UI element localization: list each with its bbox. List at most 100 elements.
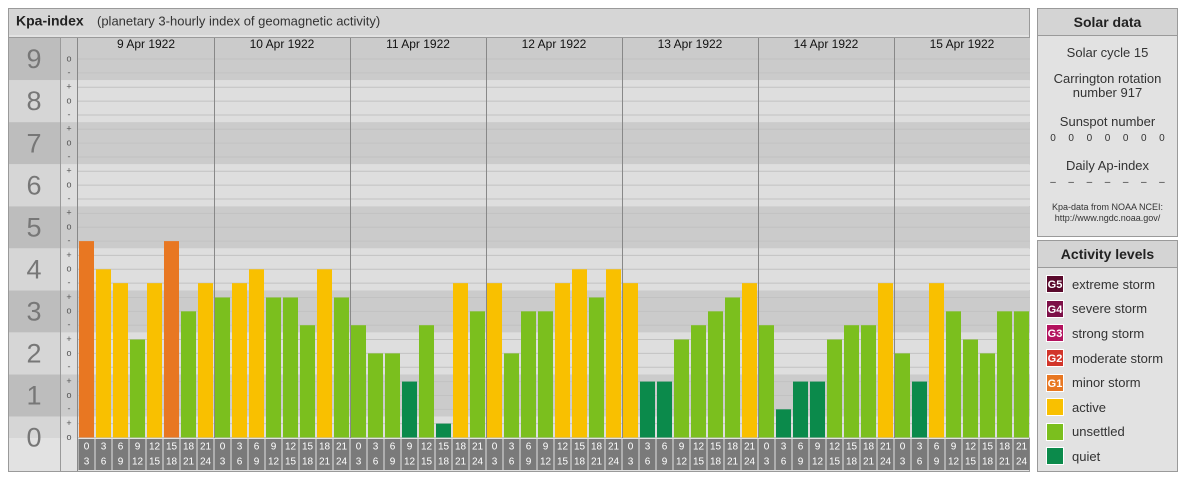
minor-band xyxy=(60,164,78,207)
hour-start: 12 xyxy=(149,442,161,453)
hour-start: 6 xyxy=(526,442,532,453)
legend-label: unsettled xyxy=(1072,424,1125,440)
minor-tick-label: o xyxy=(66,95,71,105)
hour-box xyxy=(622,439,639,470)
bar xyxy=(232,283,247,438)
hour-box xyxy=(452,439,469,470)
hour-box xyxy=(588,439,605,470)
label-band xyxy=(9,416,60,438)
bar xyxy=(759,325,774,438)
hour-end: 18 xyxy=(846,457,858,468)
hour-end: 12 xyxy=(948,457,960,468)
hour-end: 24 xyxy=(608,457,620,468)
hour-end: 18 xyxy=(574,457,586,468)
hour-start: 18 xyxy=(455,442,467,453)
hour-box xyxy=(486,439,503,470)
minor-tick-label: o xyxy=(66,306,71,316)
carrington: Carrington rotation number 917 xyxy=(1053,71,1162,100)
sunspot-label: Sunspot number xyxy=(1059,114,1156,129)
sunspot-number: 0 xyxy=(1068,133,1074,144)
bar xyxy=(946,311,961,438)
hour-box xyxy=(95,439,112,470)
hour-box xyxy=(112,439,129,470)
legend-swatch: G4 xyxy=(1046,299,1064,318)
bar xyxy=(844,325,859,438)
minor-tick-label: + xyxy=(66,82,71,92)
hour-box xyxy=(894,439,911,470)
hour-box xyxy=(282,439,299,470)
hour-start: 0 xyxy=(220,442,226,453)
hour-start: 9 xyxy=(815,442,821,453)
bar xyxy=(810,381,825,438)
hour-box xyxy=(401,439,418,470)
hour-end: 21 xyxy=(999,457,1011,468)
day-label: 12 Apr 1922 xyxy=(522,37,587,51)
hour-box xyxy=(979,439,996,470)
hour-box xyxy=(231,439,248,470)
legend-swatch xyxy=(1046,422,1064,441)
legend: G5 extreme storm G4 severe storm G3 strong st… xyxy=(1038,268,1177,469)
bar xyxy=(1014,311,1029,438)
legend-swatch xyxy=(1046,447,1064,466)
hour-end: 3 xyxy=(628,457,634,468)
hour-box xyxy=(809,439,826,470)
bar xyxy=(708,311,723,438)
hour-start: 12 xyxy=(285,442,297,453)
hour-start: 12 xyxy=(693,442,705,453)
bar xyxy=(215,297,230,438)
hour-end: 6 xyxy=(781,457,787,468)
hour-box xyxy=(724,439,741,470)
y-tick-label: 9 xyxy=(26,44,41,74)
hour-end: 21 xyxy=(591,457,603,468)
hour-start: 6 xyxy=(390,442,396,453)
y-tick-label: 7 xyxy=(26,128,41,158)
bar xyxy=(742,283,757,438)
hour-box xyxy=(792,439,809,470)
hour-end: 18 xyxy=(438,457,450,468)
day-label: 11 Apr 1922 xyxy=(386,37,450,51)
hour-start: 18 xyxy=(727,442,739,453)
legend-label: minor storm xyxy=(1072,375,1141,391)
source: Kpa-data from NOAA NCEI: http://www.ngdc… xyxy=(1051,202,1164,223)
hour-start: 12 xyxy=(557,442,569,453)
bar xyxy=(147,283,162,438)
hour-start: 9 xyxy=(679,442,685,453)
minor-tick-label: o xyxy=(66,180,71,190)
hour-box xyxy=(333,439,350,470)
hour-box xyxy=(265,439,282,470)
band xyxy=(78,416,1030,438)
hour-start: 18 xyxy=(183,442,195,453)
hour-start: 21 xyxy=(880,442,892,453)
hour-start: 12 xyxy=(829,442,841,453)
hour-end: 12 xyxy=(812,457,824,468)
hour-end: 24 xyxy=(1016,457,1028,468)
hour-box xyxy=(350,439,367,470)
hour-box xyxy=(877,439,894,470)
bar xyxy=(385,353,400,438)
bar xyxy=(555,283,570,438)
hour-start: 3 xyxy=(373,442,379,453)
hour-box xyxy=(129,439,146,470)
bar xyxy=(164,241,179,438)
hour-box xyxy=(316,439,333,470)
bar xyxy=(351,325,366,438)
legend-swatch xyxy=(1046,398,1064,417)
bar xyxy=(980,353,995,438)
hour-end: 15 xyxy=(693,457,705,468)
minor-tick-label: o xyxy=(66,264,71,274)
hour-box xyxy=(928,439,945,470)
hour-end: 9 xyxy=(934,457,940,468)
hour-box xyxy=(78,439,95,470)
minor-band xyxy=(60,80,78,123)
y-tick-label: 0 xyxy=(26,423,41,453)
bar xyxy=(623,283,638,438)
minor-tick-label: - xyxy=(68,235,71,245)
hour-box xyxy=(520,439,537,470)
bar xyxy=(861,325,876,438)
hour-start: 15 xyxy=(166,442,178,453)
hour-end: 6 xyxy=(237,457,243,468)
hour-end: 21 xyxy=(863,457,875,468)
legend-label: moderate storm xyxy=(1072,350,1164,366)
bar xyxy=(606,269,621,438)
minor-tick-label: - xyxy=(68,362,71,372)
